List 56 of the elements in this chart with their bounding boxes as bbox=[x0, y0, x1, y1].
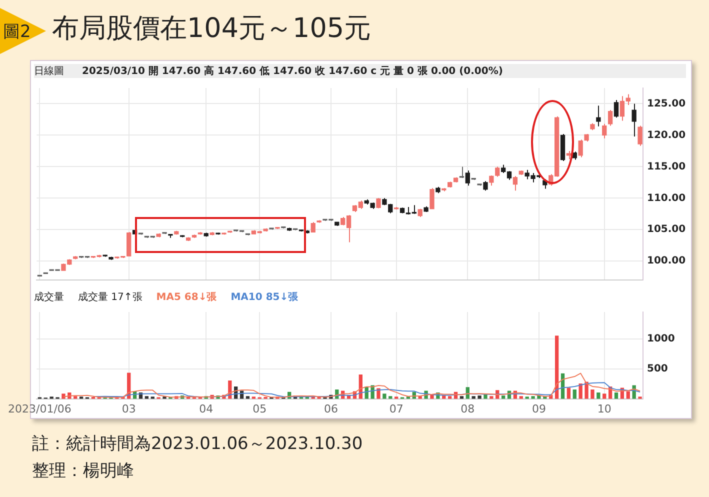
y-tick-label: 115.00 bbox=[647, 161, 686, 172]
x-tick-label: 04 bbox=[199, 402, 214, 416]
text: 日線圖 bbox=[34, 66, 64, 77]
bar bbox=[554, 336, 559, 399]
y-tick-label: 500 bbox=[647, 363, 668, 374]
text: 2025/03/10 開 147.60 高 147.60 低 147.60 收 147.60 c 元 量 0 張 0.00 (0.00%) bbox=[82, 66, 503, 77]
x-tick-label: 10 bbox=[597, 402, 612, 416]
candlestick bbox=[596, 105, 601, 127]
candlestick bbox=[483, 180, 488, 192]
candlestick bbox=[638, 125, 642, 146]
candlestick bbox=[430, 188, 434, 210]
bar bbox=[572, 389, 576, 399]
candlestick bbox=[578, 139, 583, 158]
candlestick bbox=[495, 166, 500, 178]
y-tick-label: 105.00 bbox=[647, 224, 686, 236]
candlestick bbox=[489, 175, 494, 186]
text: MA10 85↓張 bbox=[230, 292, 298, 303]
bar bbox=[490, 396, 494, 399]
x-tick-label: 08 bbox=[460, 402, 475, 416]
candlestick bbox=[602, 123, 607, 139]
y-tick-label: 1000 bbox=[647, 334, 675, 345]
y-tick-label: 125.00 bbox=[647, 98, 686, 110]
x-tick-label: 06 bbox=[324, 402, 338, 416]
x-tick-label: 09 bbox=[532, 402, 546, 416]
text: 成交量 17↑張 bbox=[78, 292, 142, 303]
bar bbox=[62, 394, 66, 399]
candlestick bbox=[465, 170, 470, 186]
bar bbox=[376, 388, 380, 399]
text: 註：統計時間為2023.01.06～2023.10.30 bbox=[32, 433, 363, 455]
bar bbox=[531, 396, 535, 399]
x-tick-label: 03 bbox=[122, 402, 136, 416]
y-tick-label: 100.00 bbox=[647, 256, 686, 267]
caption: 圖2 bbox=[3, 21, 31, 43]
bar bbox=[584, 382, 588, 399]
bar bbox=[478, 395, 482, 399]
x-tick-label: 2023/01/06 bbox=[8, 402, 72, 416]
bar bbox=[590, 389, 594, 399]
text: 整理：楊明峰 bbox=[32, 460, 134, 482]
candlestick bbox=[608, 110, 613, 126]
text: 成交量 bbox=[34, 292, 64, 303]
y-tick-label: 120.00 bbox=[647, 130, 686, 141]
candlestick bbox=[614, 99, 619, 118]
chart-title: 布局股價在104元～105元 bbox=[52, 12, 372, 46]
candlestick bbox=[632, 103, 636, 137]
y-tick-label: 110.00 bbox=[647, 192, 686, 204]
candlestick bbox=[512, 176, 518, 192]
x-tick-label: 05 bbox=[252, 402, 267, 416]
bar bbox=[382, 394, 386, 399]
bar bbox=[614, 392, 618, 399]
bar bbox=[566, 388, 571, 399]
bar bbox=[430, 394, 434, 399]
candlestick bbox=[310, 222, 316, 233]
bar bbox=[602, 394, 606, 399]
text: MA5 68↓張 bbox=[156, 292, 217, 303]
x-tick-label: 07 bbox=[389, 402, 404, 416]
bar bbox=[596, 392, 600, 399]
